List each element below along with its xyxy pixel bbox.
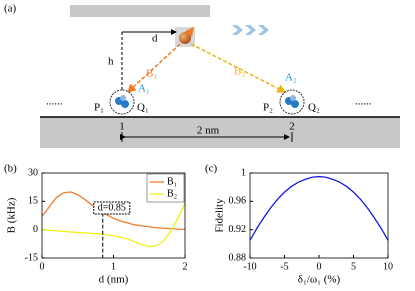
x-tick-label: 1 [111,261,116,272]
b2-link [190,43,287,93]
site-label: 2 [289,121,295,133]
q2-label: Q₂ [308,102,320,114]
chevrons [232,25,269,35]
spin-arrow [184,26,194,37]
x-tick-label: 10 [383,261,393,272]
chart: (c) 0.88 0.92 0.96 1 -10 -5 0 5 10 δ₁/ω₁ (%) Fideli… [205,163,393,286]
x-tick-label: 5 [351,261,356,272]
y-tick-label: -15 [25,252,38,263]
dots: ...... [46,96,63,108]
annotation: d=0.85 [98,202,126,213]
a2-label: A₂ [285,72,297,84]
p2-label: P₂ [263,102,273,114]
legend-box [146,173,185,203]
y-axis-label: B (kHz) [6,197,18,233]
y-tick-label: 30 [28,167,38,178]
series-line [250,175,388,241]
y-axis-label: Fidelity [214,198,226,233]
p1-label: P₁ [94,102,104,114]
x-tick-label: 0 [317,261,322,272]
panel-label: (c) [205,163,218,175]
legend-label: B₂ [167,188,177,199]
x-tick-label: 2 [183,261,188,272]
series-line [42,191,185,230]
y-tick-label: 1 [241,167,246,178]
y-tick-label: 0 [33,224,38,235]
panel-label: (b) [4,163,17,175]
panel-label: (a) [4,3,17,15]
plot-frame [41,172,186,259]
h-label: h [108,56,114,68]
molecule-1 [109,89,135,115]
dots: ...... [355,96,372,108]
spacing-label: 2 nm [197,125,220,137]
site-label: 1 [119,121,125,133]
x-tick-label: 0 [40,261,45,272]
b2-label: B₂ [234,66,245,78]
x-tick-label: -5 [280,261,288,272]
legend-label: B₁ [167,176,177,187]
panel-a: (a) d h B₁ B₂ A₁ A₂ P₁ Q₁ P₂ Q₂ ...... .… [4,3,400,148]
x-axis-label: δ₁/ω₁ (%) [298,274,341,286]
x-tick-label: -10 [243,261,256,272]
y-tick-label: 0.96 [229,196,247,207]
y-tick-label: 0.88 [229,252,247,263]
top-plate [70,5,210,17]
molecule-2 [279,89,305,115]
q1-label: Q₁ [137,102,149,114]
d-label: d [152,33,158,45]
a1-label: A₁ [138,83,150,95]
label-bg [193,126,223,136]
annotation-box [93,201,131,215]
series-line [42,202,185,248]
b1-label: B₁ [146,68,157,80]
y-tick-label: 0.92 [229,224,247,235]
y-tick-label: 15 [28,196,38,207]
plot-frame [249,172,389,259]
x-axis-label: d (nm) [99,274,129,286]
